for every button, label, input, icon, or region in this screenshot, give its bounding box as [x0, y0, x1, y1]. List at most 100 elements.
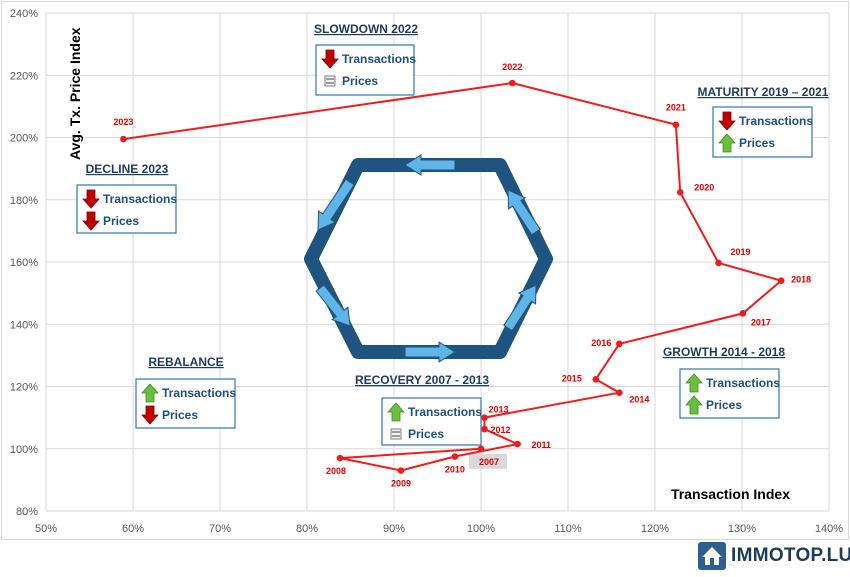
phase-annotation: GROWTH 2014 - 2018 Transactions Prices: [663, 345, 785, 419]
point-label-2007: 2007: [479, 457, 499, 467]
point-label-2022: 2022: [502, 62, 522, 72]
point-label-2010: 2010: [445, 465, 465, 475]
x-tick-label: 100%: [467, 523, 495, 535]
arrow-up-icon: [387, 402, 405, 422]
flat-icon: [324, 75, 336, 87]
y-tick-label: 180%: [10, 195, 38, 207]
data-point-2015: [592, 376, 600, 383]
cycle-diagram: [304, 154, 553, 363]
x-tick-label: 70%: [209, 523, 231, 535]
chart-border: [1, 1, 849, 540]
arrow-down-icon: [141, 405, 159, 425]
data-point-2018: [777, 277, 785, 284]
data-point-2012: [481, 425, 488, 433]
arrow-down-icon: [718, 111, 736, 131]
phase-annotation: SLOWDOWN 2022 Transactions Prices: [314, 22, 418, 96]
phase-item-label: Prices: [408, 427, 444, 441]
y-tick-labels: 80% 100% 120% 140% 160% 180% 200% 220% 240%: [10, 8, 38, 518]
point-label-2011: 2011: [532, 440, 552, 450]
y-tick-label: 220%: [10, 70, 38, 82]
data-point-2009: [397, 467, 405, 474]
data-point-2010: [451, 453, 459, 460]
phase-item-label: Transactions: [162, 386, 236, 400]
arrow-up-icon: [718, 133, 736, 153]
highlight-2007: [469, 453, 507, 469]
x-tick-label: 110%: [554, 523, 582, 535]
phase-item-label: Prices: [342, 74, 378, 88]
data-point-2017: [739, 310, 747, 317]
cycle-arrow: [404, 154, 456, 176]
data-point-2020: [676, 188, 684, 196]
arrow-up-icon: [141, 383, 159, 403]
x-tick-label: 130%: [728, 523, 756, 535]
arrow-down-icon: [321, 49, 339, 69]
cycle-arrow: [503, 284, 537, 332]
point-label-2012: 2012: [490, 425, 510, 435]
flat-icon: [390, 428, 402, 440]
data-point-2008: [336, 454, 344, 462]
point-label-2020: 2020: [694, 182, 714, 192]
data-point-2014: [616, 389, 623, 397]
x-tick-label: 90%: [383, 523, 405, 535]
phase-item-label: Prices: [739, 136, 775, 150]
point-label-2016: 2016: [591, 338, 611, 348]
x-tick-label: 60%: [122, 523, 144, 535]
cycle-arrow: [404, 341, 456, 363]
phase-annotations: SLOWDOWN 2022TransactionsPricesMATURITY …: [76, 22, 829, 446]
phase-title: MATURITY 2019 – 2021: [698, 85, 829, 99]
arrow-down-icon: [82, 211, 100, 231]
x-tick-label: 140%: [815, 523, 843, 535]
cycle-arrow: [315, 284, 351, 327]
phase-box: [76, 184, 177, 234]
phase-item-label: Transactions: [706, 376, 780, 390]
x-tick-labels: 50% 60% 70% 80% 90% 100% 110% 120% 130% 140%: [35, 523, 843, 535]
data-point-2011: [514, 440, 521, 448]
phase-annotation: MATURITY 2019 – 2021 Transactions Prices: [698, 85, 829, 158]
point-label-2015: 2015: [562, 373, 582, 383]
phase-item-label: Transactions: [103, 192, 177, 206]
phase-item-label: Prices: [162, 408, 198, 422]
phase-title: GROWTH 2014 - 2018: [663, 345, 785, 359]
point-label-2021: 2021: [666, 103, 686, 113]
phase-item-label: Transactions: [342, 52, 416, 66]
point-label-2014: 2014: [629, 395, 649, 405]
data-point-labels: 2007 2008 2009 2010 2011 2012 2013 2014 2015 2016…: [113, 62, 811, 489]
arrow-up-icon: [685, 373, 703, 393]
point-label-2008: 2008: [326, 466, 346, 476]
highlight-box: [469, 453, 507, 469]
y-tick-label: 160%: [10, 257, 38, 269]
point-label-2013: 2013: [488, 405, 508, 415]
x-tick-label: 80%: [296, 523, 318, 535]
data-point-2016: [616, 340, 623, 348]
data-point-2019: [715, 259, 722, 267]
data-point-2022: [509, 79, 516, 87]
cycle-hexagon: [304, 158, 553, 359]
y-tick-label: 200%: [10, 133, 38, 145]
cycle-arrow: [317, 178, 355, 231]
y-tick-label: 120%: [10, 382, 38, 394]
phase-annotation: REBALANCE Transactions Prices: [135, 355, 236, 429]
phase-title: REBALANCE: [148, 355, 223, 369]
cycle-arrow: [507, 189, 541, 236]
data-point-2007: [477, 445, 485, 453]
phase-annotation: DECLINE 2023 Transactions Prices: [76, 162, 177, 234]
arrow-up-icon: [685, 395, 703, 415]
y-tick-label: 80%: [16, 506, 38, 518]
point-label-2017: 2017: [751, 317, 771, 327]
y-axis-title: Avg. Tx. Price Index: [67, 27, 83, 160]
phase-title: RECOVERY 2007 - 2013: [355, 373, 489, 387]
x-tick-label: 50%: [35, 523, 57, 535]
y-tick-label: 140%: [10, 319, 38, 331]
x-axis-title: Transaction Index: [671, 486, 790, 502]
data-points: [120, 79, 785, 474]
data-point-2023: [120, 135, 127, 143]
phase-title: DECLINE 2023: [86, 162, 169, 176]
data-point-2013: [481, 414, 488, 421]
phase-title: SLOWDOWN 2022: [314, 22, 418, 36]
x-tick-label: 120%: [641, 523, 669, 535]
y-tick-label: 100%: [10, 444, 38, 456]
point-label-2009: 2009: [391, 479, 411, 489]
phase-item-label: Transactions: [408, 405, 482, 419]
point-label-2019: 2019: [731, 247, 751, 257]
